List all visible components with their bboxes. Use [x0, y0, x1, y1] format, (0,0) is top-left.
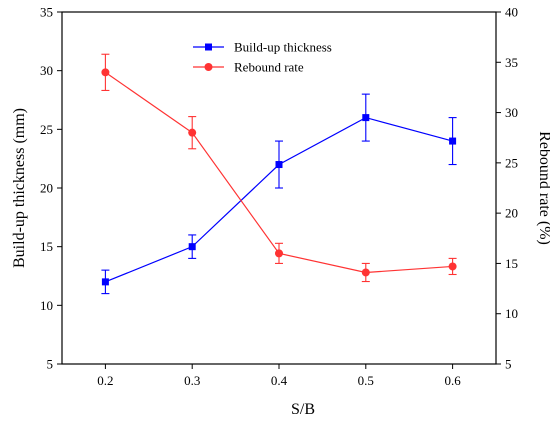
left-y-tick-label: 30 — [40, 63, 53, 78]
data-point — [101, 278, 109, 286]
left-y-tick-label: 20 — [40, 181, 53, 196]
legend-marker — [205, 43, 212, 51]
legend-item-rebound-rate: Rebound rate — [193, 60, 304, 75]
legend-item-build-up-thickness: Build-up thickness — [193, 40, 332, 55]
series-layer — [101, 53, 457, 295]
left-y-axis-title: Build-up thickness (mm) — [11, 108, 28, 268]
series-build-up-thickness — [101, 93, 457, 295]
x-tick-label: 0.6 — [444, 373, 461, 388]
left-y-tick-label: 5 — [47, 357, 54, 372]
right-y-tick-label: 10 — [505, 306, 518, 321]
data-point — [188, 128, 197, 137]
data-point — [275, 249, 283, 258]
data-point — [449, 137, 457, 145]
left-y-tick-label: 25 — [40, 122, 53, 137]
data-point — [188, 243, 196, 251]
data-point — [361, 268, 370, 277]
left-y-tick-label: 10 — [40, 298, 53, 313]
right-y-tick-label: 25 — [505, 155, 518, 170]
x-tick-label: 0.3 — [184, 373, 200, 388]
data-point — [101, 68, 110, 77]
right-y-axis-title: Rebound rate (%) — [536, 131, 550, 245]
legend: Build-up thickness Rebound rate — [193, 40, 332, 75]
x-tick-label: 0.2 — [97, 373, 113, 388]
legend-marker — [204, 63, 213, 71]
data-point — [362, 114, 370, 122]
right-y-tick-label: 35 — [505, 55, 518, 70]
right-y-tick-label: 15 — [505, 256, 518, 271]
right-y-tick-label: 30 — [505, 105, 518, 120]
right-y-tick-label: 20 — [505, 206, 518, 221]
legend-label: Rebound rate — [234, 60, 304, 75]
x-axis-title: S/B — [291, 401, 315, 418]
data-point — [448, 262, 457, 271]
legend-label: Build-up thickness — [234, 40, 332, 55]
x-tick-label: 0.4 — [271, 373, 288, 388]
right-y-tick-label: 5 — [505, 357, 512, 372]
x-tick-label: 0.5 — [358, 373, 374, 388]
left-y-tick-label: 15 — [40, 239, 53, 254]
left-y-tick-label: 35 — [40, 5, 53, 20]
axes-layer: 0.2 0.3 0.4 0.5 0.6 5 10 15 20 25 30 35 5 10 15 20 25 30 3… — [40, 5, 518, 389]
right-y-tick-label: 40 — [505, 5, 518, 20]
series-rebound-rate — [101, 53, 457, 283]
data-point — [275, 161, 283, 169]
